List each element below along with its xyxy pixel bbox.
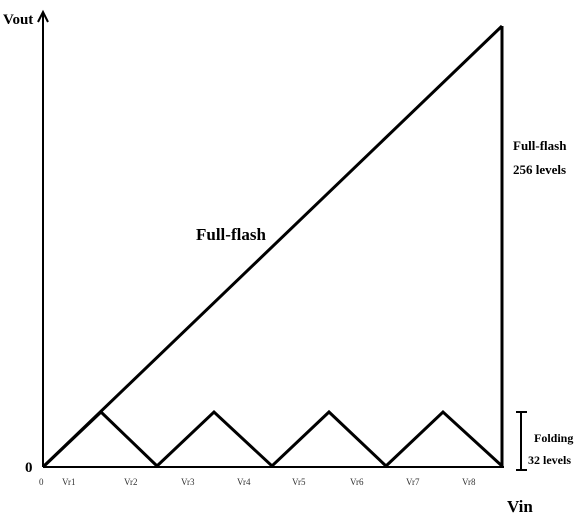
x-axis-label: Vin (507, 497, 533, 516)
x-origin-tick: 0 (39, 477, 44, 487)
full-flash-annotation-line-1: Full-flash (513, 138, 567, 153)
x-tick-label: Vr2 (124, 477, 137, 487)
full-flash-ramp (41, 24, 504, 469)
x-tick-label: Vr3 (181, 477, 195, 487)
x-tick-label: Vr8 (462, 477, 476, 487)
x-tick-label: Vr7 (406, 477, 420, 487)
origin-label: 0 (25, 460, 33, 476)
y-axis-label: Vout (3, 12, 33, 28)
full-flash-curve-label: Full-flash (196, 225, 266, 244)
folding-annotation-line-1: Folding: (534, 431, 574, 445)
x-tick-label: Vr6 (350, 477, 364, 487)
y-axis-arrow-icon (37, 9, 49, 23)
x-tick-label: Vr5 (292, 477, 306, 487)
x-tick-label: Vr4 (237, 477, 251, 487)
x-tick-label: Vr1 (62, 477, 75, 487)
folding-annotation-line-2: 32 levels (528, 453, 571, 467)
folding-triangle-wave (41, 409, 504, 469)
full-flash-annotation-line-2: 256 levels (513, 162, 566, 177)
